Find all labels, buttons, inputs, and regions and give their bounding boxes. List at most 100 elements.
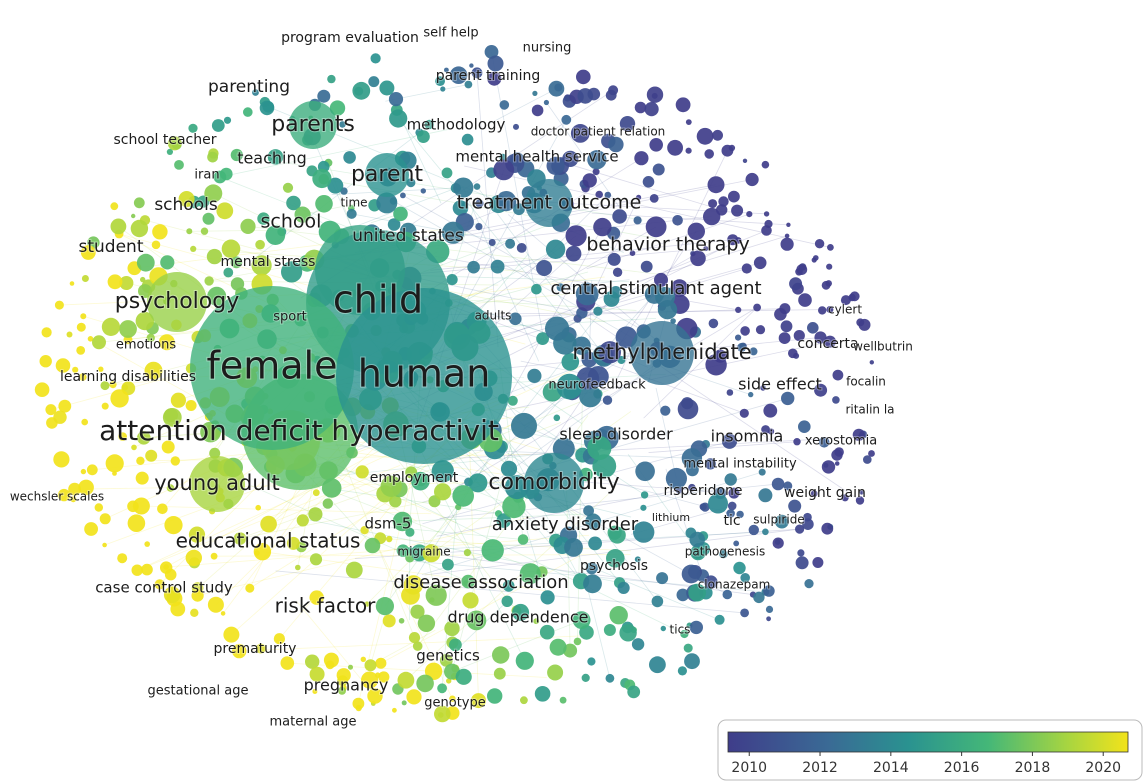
node: [327, 177, 344, 194]
node: [471, 693, 486, 709]
node: [831, 449, 843, 461]
node: [646, 86, 664, 103]
node: [131, 564, 143, 576]
node: [469, 63, 474, 68]
node: [92, 335, 106, 350]
node: [207, 286, 227, 306]
node: [452, 200, 469, 216]
edge: [550, 158, 722, 211]
node: [683, 643, 693, 653]
node: [733, 561, 746, 575]
node: [133, 197, 145, 209]
node: [665, 467, 688, 490]
node: [631, 638, 645, 651]
term-label: neurofeedback: [548, 378, 646, 393]
term-label: self help: [423, 26, 478, 41]
edge: [137, 360, 594, 571]
node: [722, 589, 733, 600]
node: [135, 471, 149, 485]
node: [396, 544, 410, 557]
node: [98, 366, 104, 372]
node: [685, 147, 692, 154]
node: [487, 55, 504, 72]
node: [398, 618, 405, 624]
node: [368, 76, 380, 88]
node: [841, 494, 849, 502]
edge: [250, 485, 469, 582]
node: [536, 260, 553, 276]
node: [453, 177, 474, 198]
term-label: attention deficit hyperactivit: [99, 414, 499, 447]
edge: [566, 485, 571, 651]
term-label: mental instability: [683, 457, 797, 472]
node: [462, 592, 479, 609]
node: [525, 179, 573, 227]
term-label: wechsler scales: [10, 490, 104, 504]
node: [255, 504, 261, 511]
node: [649, 138, 663, 152]
node: [109, 381, 117, 389]
node: [76, 322, 86, 332]
node: [582, 173, 597, 188]
term-label: drug dependence: [447, 608, 588, 627]
node: [295, 564, 301, 571]
node: [573, 637, 582, 646]
node: [170, 392, 186, 408]
node: [655, 286, 676, 307]
node: [576, 69, 591, 85]
term-label: sport: [273, 310, 306, 325]
node: [814, 383, 828, 397]
term-label: program evaluation: [281, 30, 419, 46]
node: [704, 575, 718, 589]
node: [758, 468, 766, 476]
node: [593, 217, 612, 237]
node: [608, 526, 626, 544]
node: [745, 172, 759, 187]
node: [361, 671, 379, 689]
node: [689, 531, 705, 548]
node: [807, 322, 819, 334]
term-label: behavior therapy: [586, 234, 749, 256]
node: [763, 585, 775, 597]
node: [753, 256, 767, 270]
term-label: united states: [352, 226, 464, 246]
node: [367, 688, 383, 704]
node: [488, 239, 496, 246]
node: [202, 212, 215, 225]
node: [221, 239, 241, 259]
term-label: risperidone: [663, 483, 742, 499]
node: [87, 336, 94, 342]
node: [163, 586, 181, 604]
node: [685, 119, 692, 125]
edge: [560, 279, 630, 288]
term-label: treatment outcome: [457, 192, 642, 214]
node: [464, 80, 473, 89]
node: [257, 212, 270, 225]
node: [245, 583, 255, 593]
node: [636, 194, 642, 200]
node: [539, 624, 555, 640]
term-label: teaching: [237, 149, 307, 168]
term-label: clonazepam: [698, 578, 771, 592]
node: [130, 219, 149, 238]
node: [727, 501, 737, 511]
node: [315, 195, 333, 213]
node: [376, 192, 398, 214]
node: [593, 306, 603, 316]
node: [352, 697, 365, 710]
node: [583, 574, 602, 594]
term-label: parents: [271, 112, 355, 137]
node: [524, 453, 584, 513]
term-label: sleep disorder: [559, 425, 673, 444]
node: [425, 584, 447, 606]
term-label: schools: [154, 195, 218, 215]
node: [667, 139, 683, 156]
node: [54, 300, 64, 310]
term-label: psychosis: [580, 558, 648, 574]
node: [561, 353, 580, 371]
node: [329, 100, 346, 116]
node: [345, 561, 363, 579]
node: [289, 101, 337, 149]
edge: [462, 187, 540, 362]
node: [712, 129, 723, 141]
